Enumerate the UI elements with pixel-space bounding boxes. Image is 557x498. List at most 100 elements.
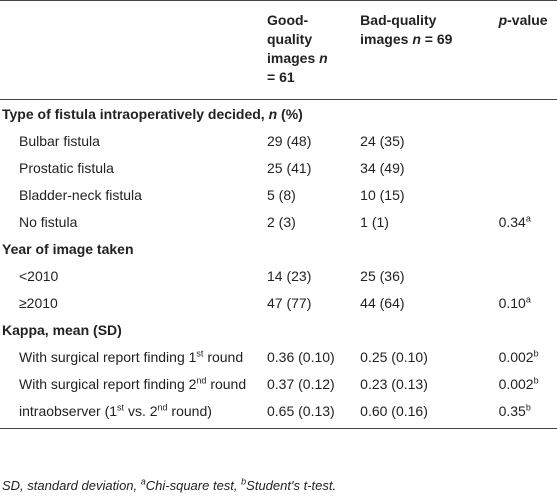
text-run: 24 (35) bbox=[360, 132, 405, 149]
cell bbox=[475, 262, 557, 289]
text-run: 0.34 bbox=[498, 213, 526, 230]
section-row: Year of image taken bbox=[0, 235, 557, 262]
text-run: round) bbox=[167, 402, 212, 419]
cell: 5 (8) bbox=[250, 181, 348, 208]
cell: 0.60 (0.16) bbox=[348, 397, 474, 429]
table-header: Good-quality images n = 61 Bad-quality i… bbox=[0, 0, 557, 100]
section-row: Kappa, mean (SD) bbox=[0, 316, 557, 343]
row-label: No fistula bbox=[0, 208, 250, 235]
header-text: Bad-quality images n = 69 bbox=[360, 11, 460, 49]
table-row: <2010 14 (23) 25 (36) bbox=[0, 262, 557, 289]
cell: 25 (41) bbox=[250, 154, 348, 181]
table-row: With surgical report finding 2nd round 0.… bbox=[0, 370, 557, 397]
text-run: nd bbox=[157, 401, 168, 412]
section-title: Kappa, mean (SD) bbox=[0, 316, 557, 343]
cell bbox=[475, 181, 557, 208]
cell: 34 (49) bbox=[348, 154, 474, 181]
text-run: 0.36 (0.10) bbox=[267, 348, 335, 365]
text-run: (%) bbox=[277, 105, 303, 122]
cell: 24 (35) bbox=[348, 127, 474, 154]
row-label: Bladder-neck fistula bbox=[0, 181, 250, 208]
footnote: SD, standard deviation, aChi-square test… bbox=[2, 476, 337, 493]
text-run: 29 (48) bbox=[267, 132, 312, 149]
text-run: a bbox=[525, 293, 531, 304]
text-run: a bbox=[140, 476, 146, 487]
text-run: Prostatic fistula bbox=[19, 159, 114, 176]
text-run: 0.37 (0.12) bbox=[267, 375, 335, 392]
text-run: Bad-quality images bbox=[360, 12, 437, 47]
text-run: Student's t-test. bbox=[246, 478, 337, 493]
cell: 44 (64) bbox=[348, 289, 474, 316]
text-run: 0.10 bbox=[498, 294, 526, 311]
text-run: -value bbox=[507, 12, 548, 28]
cell: 29 (48) bbox=[250, 127, 348, 154]
text-run: st bbox=[196, 347, 204, 358]
table-row: No fistula 2 (3) 1 (1) 0.34a bbox=[0, 208, 557, 235]
row-label: Prostatic fistula bbox=[0, 154, 250, 181]
text-run: nd bbox=[196, 374, 207, 385]
cell bbox=[475, 127, 557, 154]
text-run: SD, standard deviation, bbox=[2, 478, 141, 493]
text-run: intraobserver (1 bbox=[19, 402, 118, 419]
text-run: No fistula bbox=[19, 213, 78, 230]
row-label: <2010 bbox=[0, 262, 250, 289]
cell: 1 (1) bbox=[348, 208, 474, 235]
text-run: Year of image taken bbox=[2, 240, 134, 257]
text-run: round bbox=[203, 348, 244, 365]
cell: 0.36 (0.10) bbox=[250, 343, 348, 370]
data-table: Good-quality images n = 61 Bad-quality i… bbox=[0, 0, 557, 429]
text-run: 47 (77) bbox=[267, 294, 312, 311]
text-run: 10 (15) bbox=[360, 186, 405, 203]
table-row: ≥2010 47 (77) 44 (64) 0.10a bbox=[0, 289, 557, 316]
text-run: 0.002 bbox=[498, 348, 534, 365]
cell: 2 (3) bbox=[250, 208, 348, 235]
header-row: Good-quality images n = 61 Bad-quality i… bbox=[0, 0, 557, 100]
cell: 0.37 (0.12) bbox=[250, 370, 348, 397]
text-run: vs. 2 bbox=[124, 402, 158, 419]
text-run: 0.25 (0.10) bbox=[360, 348, 428, 365]
table-row: Bulbar fistula 29 (48) 24 (35) bbox=[0, 127, 557, 154]
text-run: n bbox=[319, 50, 328, 66]
text-run: Bulbar fistula bbox=[19, 132, 100, 149]
table-row: With surgical report finding 1st round 0.… bbox=[0, 343, 557, 370]
section-row: Type of fistula intraoperatively decided… bbox=[0, 100, 557, 128]
text-run: <2010 bbox=[19, 267, 59, 284]
text-run: Bladder-neck fistula bbox=[19, 186, 142, 203]
section-title: Year of image taken bbox=[0, 235, 557, 262]
table-body: Type of fistula intraoperatively decided… bbox=[0, 100, 557, 429]
cell: 0.65 (0.13) bbox=[250, 397, 348, 429]
row-label: Bulbar fistula bbox=[0, 127, 250, 154]
table-row: Prostatic fistula 25 (41) 34 (49) bbox=[0, 154, 557, 181]
text-run: 0.23 (0.13) bbox=[360, 375, 428, 392]
text-run: p bbox=[498, 12, 508, 28]
text-run: Type of fistula intraoperatively decided… bbox=[2, 105, 269, 122]
text-run: b bbox=[533, 374, 539, 385]
cell: 0.23 (0.13) bbox=[348, 370, 474, 397]
cell: 0.10a bbox=[475, 289, 557, 316]
text-run: 0.35 bbox=[498, 402, 526, 419]
header-cell: p-value bbox=[475, 1, 557, 100]
text-run: 0.002 bbox=[498, 375, 534, 392]
text-run: round bbox=[206, 375, 247, 392]
cell bbox=[475, 154, 557, 181]
row-label: ≥2010 bbox=[0, 289, 250, 316]
text-run: b bbox=[525, 401, 531, 412]
text-run: 2 (3) bbox=[267, 213, 296, 230]
text-run: Kappa, mean (SD) bbox=[2, 321, 122, 338]
text-run: n bbox=[412, 31, 421, 47]
text-run: 44 (64) bbox=[360, 294, 405, 311]
header-cell: Bad-quality images n = 69 bbox=[348, 1, 474, 100]
cell: 0.35b bbox=[475, 397, 557, 429]
section-title: Type of fistula intraoperatively decided… bbox=[0, 100, 557, 128]
text-run: ≥2010 bbox=[19, 294, 58, 311]
text-run: 14 (23) bbox=[267, 267, 312, 284]
cell: 47 (77) bbox=[250, 289, 348, 316]
cell: 14 (23) bbox=[250, 262, 348, 289]
cell: 10 (15) bbox=[348, 181, 474, 208]
text-run: n bbox=[268, 105, 278, 122]
text-run: b bbox=[533, 347, 539, 358]
header-cell: Good-quality images n = 61 bbox=[250, 1, 348, 100]
text-run: 0.60 (0.16) bbox=[360, 402, 428, 419]
row-label: With surgical report finding 1st round bbox=[0, 343, 250, 370]
